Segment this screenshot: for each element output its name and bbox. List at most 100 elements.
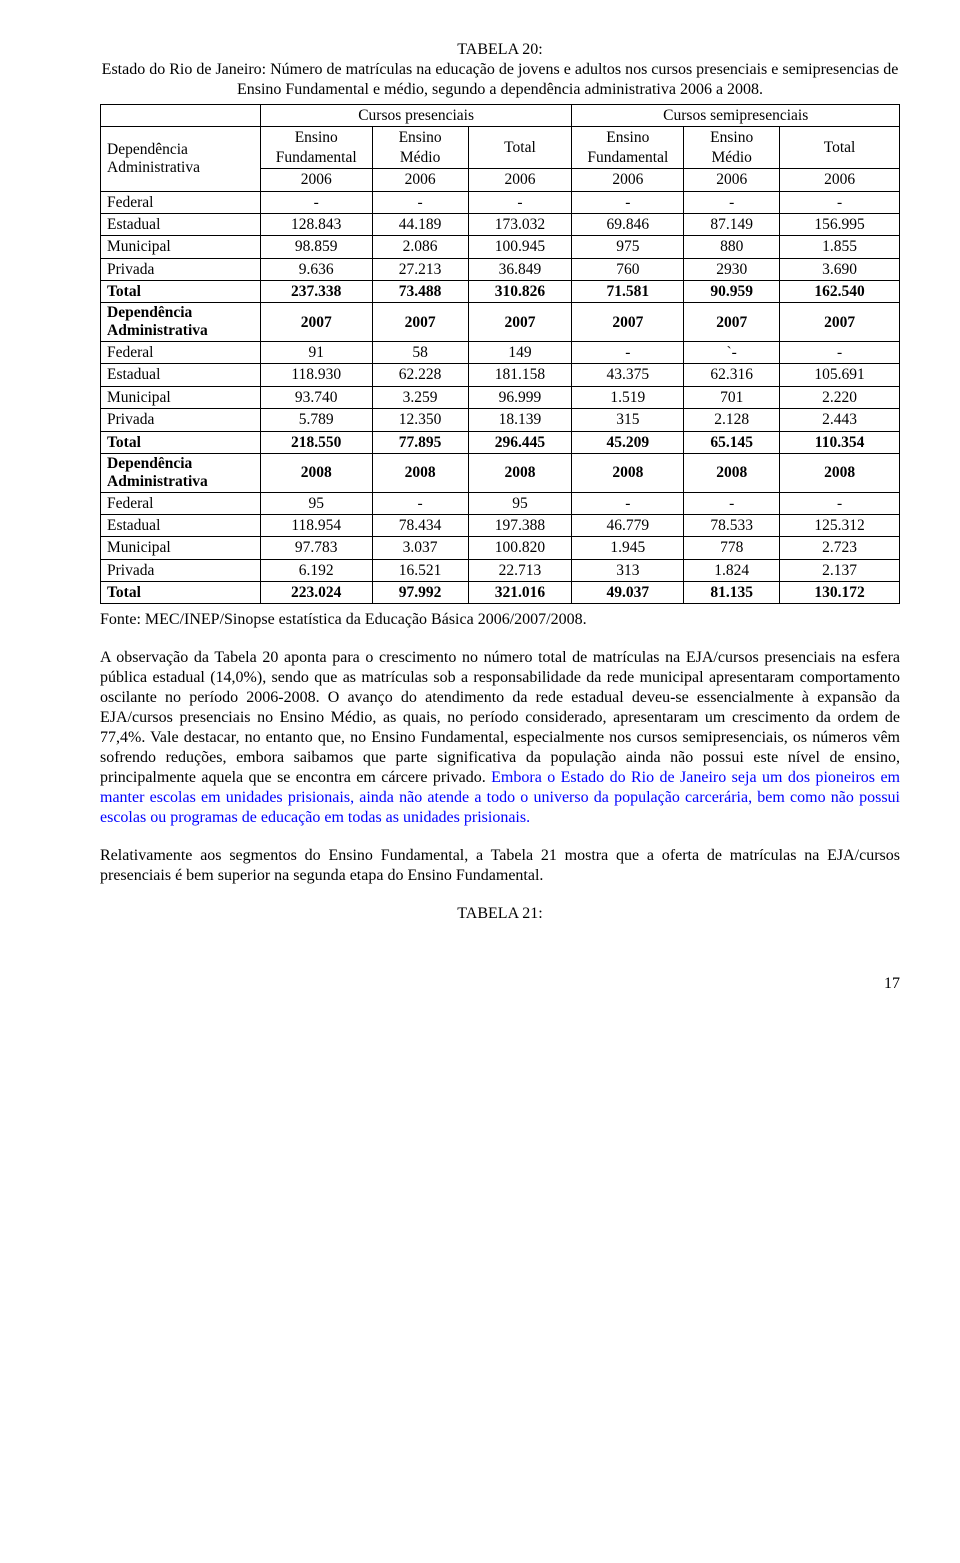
row-value: 22.713 [468,559,572,581]
row-value: - [372,492,468,514]
table-21-title: TABELA 21: [100,904,900,924]
row-value: 97.992 [372,582,468,604]
year-header-2006: 2006 [572,169,684,191]
row-value: 110.354 [780,431,900,453]
row-value: 73.488 [372,281,468,303]
year-header-2008: 2008 [372,453,468,492]
row-value: 71.581 [572,281,684,303]
row-value: 2.137 [780,559,900,581]
year-header-2006: 2006 [468,169,572,191]
row-value: 149 [468,342,572,364]
row-value: - [468,191,572,213]
row-value: 58 [372,342,468,364]
year-header-2007: 2007 [260,303,372,342]
row-value: 77.895 [372,431,468,453]
row-value: 237.338 [260,281,372,303]
col-header-3: Ensino Fundamental [572,127,684,169]
year-header-2008: 2008 [572,453,684,492]
row-value: 1.855 [780,236,900,258]
header-blank [101,105,261,127]
row-label: Total [101,582,261,604]
row-value: 3.037 [372,537,468,559]
header-group-presenciais: Cursos presenciais [260,105,572,127]
year-header-2006: 2006 [780,169,900,191]
row-label: Estadual [101,514,261,536]
row-value: - [372,191,468,213]
row-value: 701 [684,386,780,408]
row-value: 45.209 [572,431,684,453]
row-value: 2.086 [372,236,468,258]
row-value: 46.779 [572,514,684,536]
title-line-2: Estado do Rio de Janeiro: Número de matr… [100,60,900,100]
row-value: 310.826 [468,281,572,303]
row-value: - [684,492,780,514]
paragraph-2: Relativamente aos segmentos do Ensino Fu… [100,846,900,886]
dep-admin-header: DependênciaAdministrativa [101,127,261,191]
row-value: - [572,342,684,364]
row-value: 69.846 [572,213,684,235]
row-value: 321.016 [468,582,572,604]
row-value: 315 [572,409,684,431]
table-20: Cursos presenciaisCursos semipresenciais… [100,104,900,604]
row-label: Federal [101,492,261,514]
year-header-2006: 2006 [260,169,372,191]
row-value: 1.945 [572,537,684,559]
row-value: 1.519 [572,386,684,408]
row-label: Estadual [101,213,261,235]
year-header-2008: 2008 [780,453,900,492]
row-value: 975 [572,236,684,258]
row-value: 91 [260,342,372,364]
row-value: 118.930 [260,364,372,386]
row-value: 98.859 [260,236,372,258]
header-group-semipresenciais: Cursos semipresenciais [572,105,900,127]
col-header-5: Total [780,127,900,169]
year-header-2007: 2007 [780,303,900,342]
paragraph-1: A observação da Tabela 20 aponta para o … [100,648,900,828]
col-header-0: Ensino Fundamental [260,127,372,169]
page-number: 17 [100,974,900,994]
row-value: - [780,191,900,213]
year-header-2007: 2007 [468,303,572,342]
dep-admin-header: DependênciaAdministrativa [101,453,261,492]
year-header-2008: 2008 [260,453,372,492]
row-value: 62.316 [684,364,780,386]
dep-admin-header: DependênciaAdministrativa [101,303,261,342]
row-value: 162.540 [780,281,900,303]
row-value: 3.690 [780,258,900,280]
row-label: Municipal [101,537,261,559]
row-value: 6.192 [260,559,372,581]
title-line-1: TABELA 20: [100,40,900,60]
row-label: Privada [101,258,261,280]
row-label: Municipal [101,386,261,408]
row-value: 78.434 [372,514,468,536]
row-value: 100.820 [468,537,572,559]
row-value: 95 [260,492,372,514]
row-value: 125.312 [780,514,900,536]
row-value: 778 [684,537,780,559]
row-value: 2.128 [684,409,780,431]
row-value: 18.139 [468,409,572,431]
row-label: Municipal [101,236,261,258]
row-value: 760 [572,258,684,280]
row-value: 9.636 [260,258,372,280]
table-20-title: TABELA 20: Estado do Rio de Janeiro: Núm… [100,40,900,100]
row-value: 105.691 [780,364,900,386]
row-value: 62.228 [372,364,468,386]
row-value: 100.945 [468,236,572,258]
row-label: Total [101,431,261,453]
row-value: 313 [572,559,684,581]
row-label: Federal [101,342,261,364]
row-label: Total [101,281,261,303]
row-value: 173.032 [468,213,572,235]
row-value: 81.135 [684,582,780,604]
row-value: 880 [684,236,780,258]
row-value: 96.999 [468,386,572,408]
row-value: - [780,492,900,514]
year-header-2007: 2007 [572,303,684,342]
row-value: 16.521 [372,559,468,581]
row-label: Federal [101,191,261,213]
row-value: 12.350 [372,409,468,431]
year-header-2007: 2007 [684,303,780,342]
row-value: 1.824 [684,559,780,581]
row-value: 2.443 [780,409,900,431]
